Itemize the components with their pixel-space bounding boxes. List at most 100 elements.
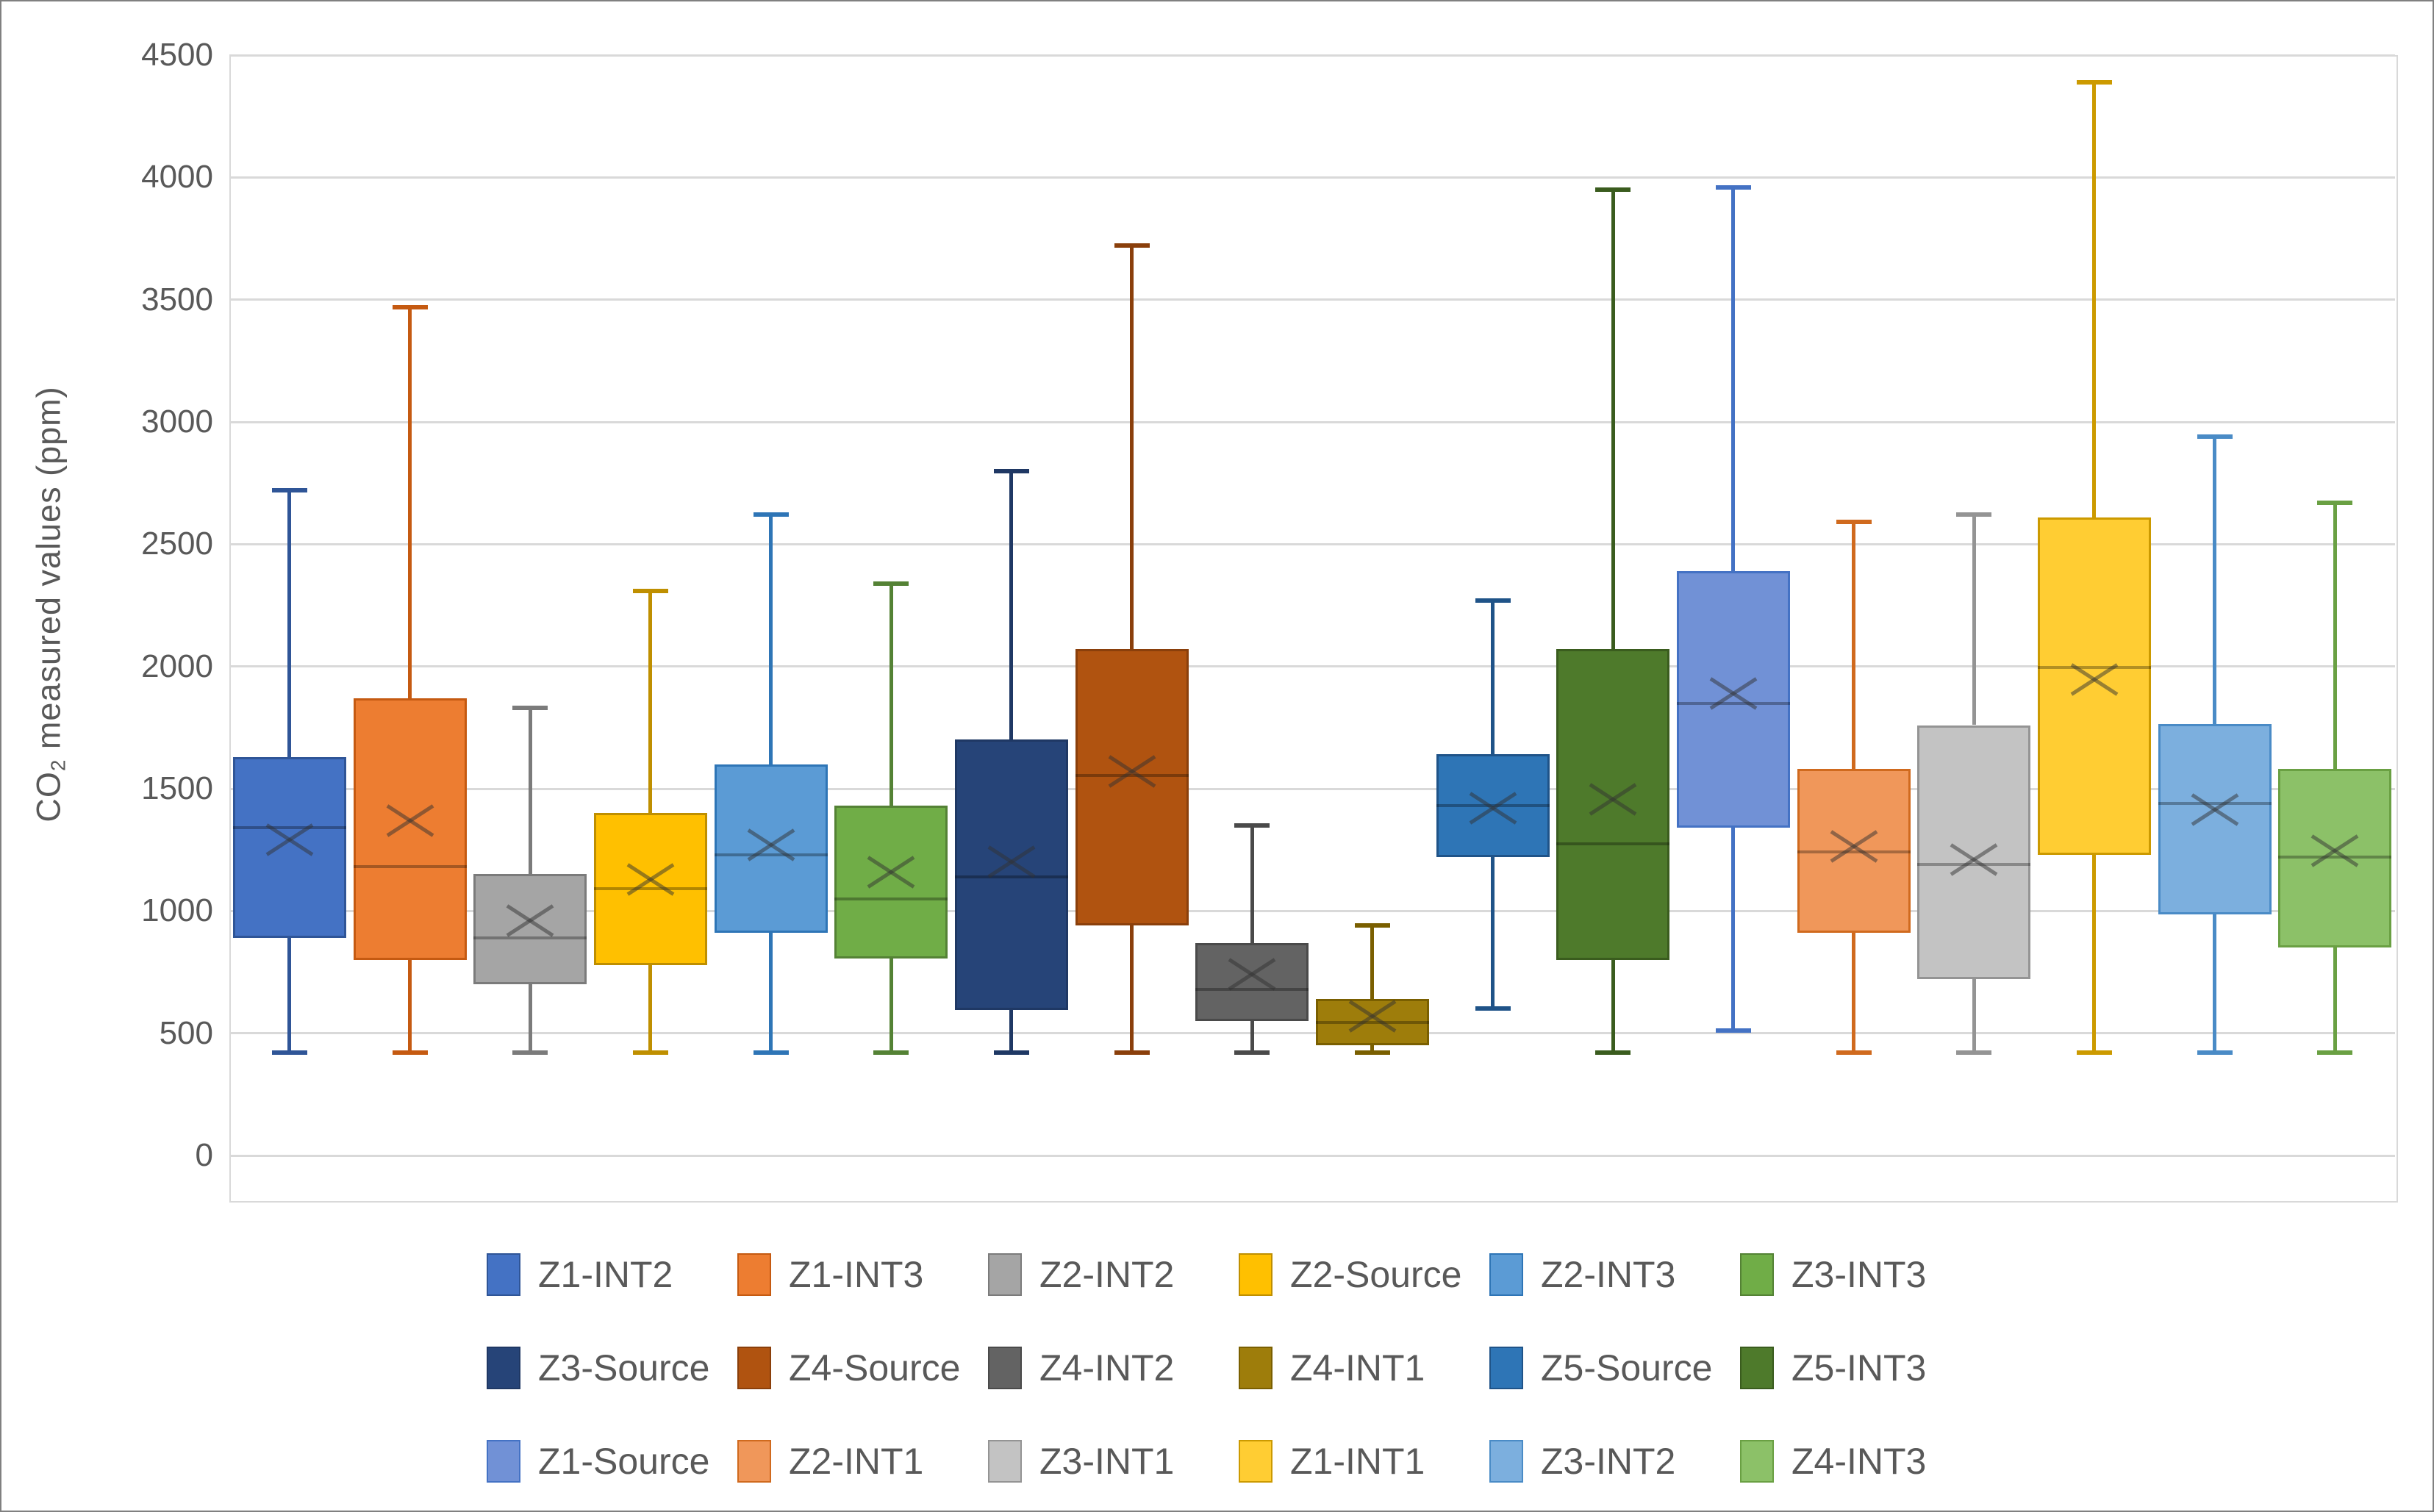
legend-swatch	[1489, 1439, 1523, 1483]
upper-whisker	[2092, 82, 2097, 517]
median-line	[2037, 666, 2151, 670]
upper-whisker	[287, 490, 292, 757]
lower-whisker	[408, 959, 412, 1053]
upper-whisker-cap	[1114, 243, 1150, 248]
median-line	[2158, 801, 2272, 805]
lower-whisker	[889, 959, 893, 1053]
legend-label: Z3-INT3	[1792, 1253, 1927, 1295]
legend-item-z4-int3[interactable]: Z4-INT3	[1740, 1414, 1991, 1508]
upper-whisker-cap	[753, 512, 789, 517]
median-line	[1075, 773, 1189, 777]
y-axis-title: CO2 measured values (ppm)	[30, 386, 71, 822]
mean-marker	[984, 845, 1039, 880]
upper-whisker	[528, 708, 532, 875]
legend-label: Z4-INT3	[1792, 1440, 1927, 1482]
lower-whisker-cap	[1595, 1050, 1631, 1056]
legend-item-z2-int1[interactable]: Z2-INT1	[737, 1414, 988, 1508]
iqr-box	[954, 739, 1068, 1011]
iqr-box	[1676, 570, 1790, 828]
legend-item-z1-int3[interactable]: Z1-INT3	[737, 1228, 988, 1321]
iqr-box	[1195, 942, 1309, 1022]
legend-item-z3-int1[interactable]: Z3-INT1	[988, 1414, 1239, 1508]
mean-marker	[2067, 662, 2122, 698]
y-tick-label-2000: 2000	[141, 648, 213, 684]
mean-marker	[623, 861, 678, 897]
lower-whisker-cap	[873, 1050, 909, 1056]
upper-whisker	[1611, 189, 1615, 650]
legend-item-z1-source[interactable]: Z1-Source	[487, 1414, 737, 1508]
median-line	[1917, 863, 2031, 867]
gridline-500	[229, 1032, 2395, 1035]
upper-whisker	[1491, 600, 1495, 755]
lower-whisker-cap	[993, 1050, 1029, 1056]
upper-whisker-cap	[2317, 500, 2353, 505]
legend-item-z4-int1[interactable]: Z4-INT1	[1239, 1321, 1489, 1414]
y-tick-label-3500: 3500	[141, 281, 213, 318]
gridline-3000	[229, 420, 2395, 423]
legend-item-z3-int2[interactable]: Z3-INT2	[1489, 1414, 1740, 1508]
legend-item-z2-source[interactable]: Z2-Source	[1239, 1228, 1489, 1321]
upper-whisker-cap	[1956, 512, 1992, 517]
legend-item-z2-int3[interactable]: Z2-INT3	[1489, 1228, 1740, 1321]
y-tick-label-4500: 4500	[141, 37, 213, 73]
iqr-box	[353, 698, 467, 960]
legend-item-z5-source[interactable]: Z5-Source	[1489, 1321, 1740, 1414]
y-tick-label-500: 500	[159, 1014, 213, 1051]
upper-whisker-cap	[271, 488, 307, 493]
mean-marker	[864, 854, 918, 889]
median-line	[834, 897, 948, 900]
lower-whisker-cap	[1114, 1050, 1150, 1056]
legend-label: Z5-Source	[1541, 1347, 1713, 1389]
lower-whisker-cap	[1354, 1050, 1390, 1056]
mean-marker	[503, 903, 557, 939]
upper-whisker-cap	[2197, 434, 2233, 439]
legend-item-z1-int2[interactable]: Z1-INT2	[487, 1228, 737, 1321]
upper-whisker-cap	[1836, 520, 1872, 525]
upper-whisker	[1130, 246, 1134, 650]
mean-marker	[2188, 792, 2242, 827]
legend-item-z3-source[interactable]: Z3-Source	[487, 1321, 737, 1414]
median-line	[714, 853, 828, 856]
legend-swatch	[1489, 1253, 1523, 1296]
iqr-box	[1556, 649, 1670, 960]
y-axis-title-subscript: 2	[46, 759, 70, 772]
median-line	[1676, 701, 1790, 705]
upper-whisker-cap	[993, 468, 1029, 473]
lower-whisker	[1972, 979, 1976, 1053]
upper-whisker	[408, 307, 412, 698]
legend-item-z5-int3[interactable]: Z5-INT3	[1740, 1321, 1991, 1414]
iqr-box	[1075, 649, 1189, 926]
mean-marker	[1586, 782, 1640, 817]
legend-item-z4-int2[interactable]: Z4-INT2	[988, 1321, 1239, 1414]
iqr-box	[1917, 725, 2031, 980]
legend-label: Z1-INT2	[538, 1253, 673, 1295]
lower-whisker	[2092, 854, 2097, 1053]
legend-label: Z1-INT3	[789, 1253, 924, 1295]
median-line	[954, 875, 1068, 878]
lower-whisker	[1250, 1021, 1254, 1053]
legend: Z1-INT2 Z1-INT3 Z2-INT2 Z2-Source Z2-INT3 Z3-…	[487, 1228, 2001, 1508]
iqr-box	[1315, 999, 1429, 1046]
lower-whisker-cap	[2317, 1050, 2353, 1056]
upper-whisker	[769, 515, 773, 764]
legend-item-z4-source[interactable]: Z4-Source	[737, 1321, 988, 1414]
legend-swatch	[1740, 1346, 1774, 1389]
legend-swatch	[487, 1253, 520, 1296]
upper-whisker	[1250, 825, 1254, 943]
legend-item-z1-int1[interactable]: Z1-INT1	[1239, 1414, 1489, 1508]
legend-item-z2-int2[interactable]: Z2-INT2	[988, 1228, 1239, 1321]
median-line	[353, 865, 467, 869]
lower-whisker-cap	[271, 1050, 307, 1056]
legend-label: Z4-Source	[789, 1347, 961, 1389]
lower-whisker	[1491, 857, 1495, 1009]
legend-item-z3-int3[interactable]: Z3-INT3	[1740, 1228, 1991, 1321]
gridline-4000	[229, 176, 2395, 179]
mean-marker	[1706, 676, 1761, 711]
iqr-box	[714, 764, 828, 934]
median-line	[1315, 1020, 1429, 1024]
median-line	[1797, 850, 1911, 854]
lower-whisker-cap	[632, 1050, 668, 1056]
legend-swatch	[487, 1439, 520, 1483]
upper-whisker	[2213, 436, 2216, 724]
